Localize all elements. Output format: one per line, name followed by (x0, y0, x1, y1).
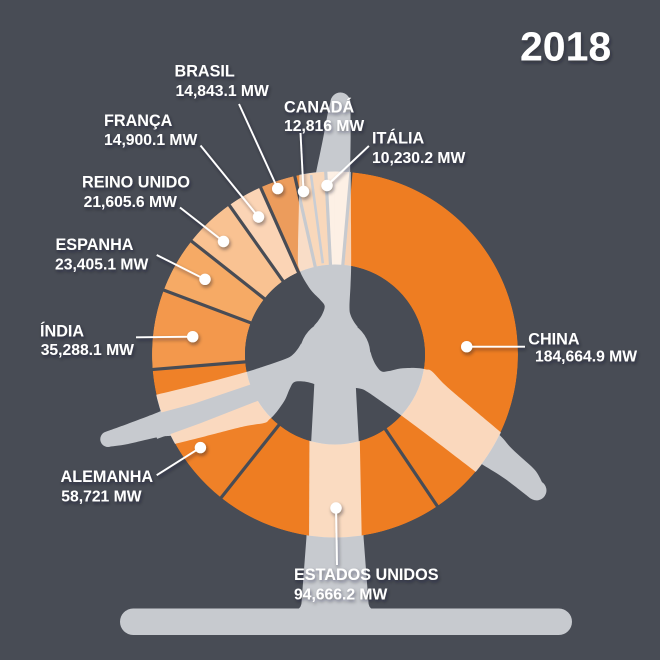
svg-text:12,816 MW: 12,816 MW (284, 118, 364, 135)
svg-text:2018: 2018 (520, 24, 611, 70)
svg-text:ITÁLIA: ITÁLIA (372, 129, 424, 148)
svg-text:ÍNDIA: ÍNDIA (40, 322, 84, 341)
svg-text:CHINA: CHINA (528, 330, 580, 348)
svg-text:58,721 MW: 58,721 MW (61, 489, 141, 506)
svg-text:ESPANHA: ESPANHA (56, 236, 134, 254)
svg-text:REINO UNIDO: REINO UNIDO (82, 174, 190, 192)
svg-text:BRASIL: BRASIL (175, 63, 235, 81)
svg-text:CANADÁ: CANADÁ (284, 98, 354, 117)
svg-text:35,288.1 MW: 35,288.1 MW (41, 342, 134, 359)
svg-text:ESTADOS UNIDOS: ESTADOS UNIDOS (294, 566, 439, 584)
svg-text:14,900.1 MW: 14,900.1 MW (104, 132, 197, 149)
svg-text:184,664.9 MW: 184,664.9 MW (535, 349, 637, 366)
svg-text:FRANÇA: FRANÇA (104, 112, 173, 130)
svg-text:14,843.1 MW: 14,843.1 MW (176, 83, 269, 100)
svg-text:21,605.6 MW: 21,605.6 MW (84, 194, 177, 211)
svg-text:23,405.1 MW: 23,405.1 MW (55, 256, 148, 273)
svg-text:94,666.2 MW: 94,666.2 MW (294, 587, 387, 604)
svg-text:10,230.2 MW: 10,230.2 MW (372, 150, 465, 167)
svg-text:ALEMANHA: ALEMANHA (61, 468, 154, 486)
